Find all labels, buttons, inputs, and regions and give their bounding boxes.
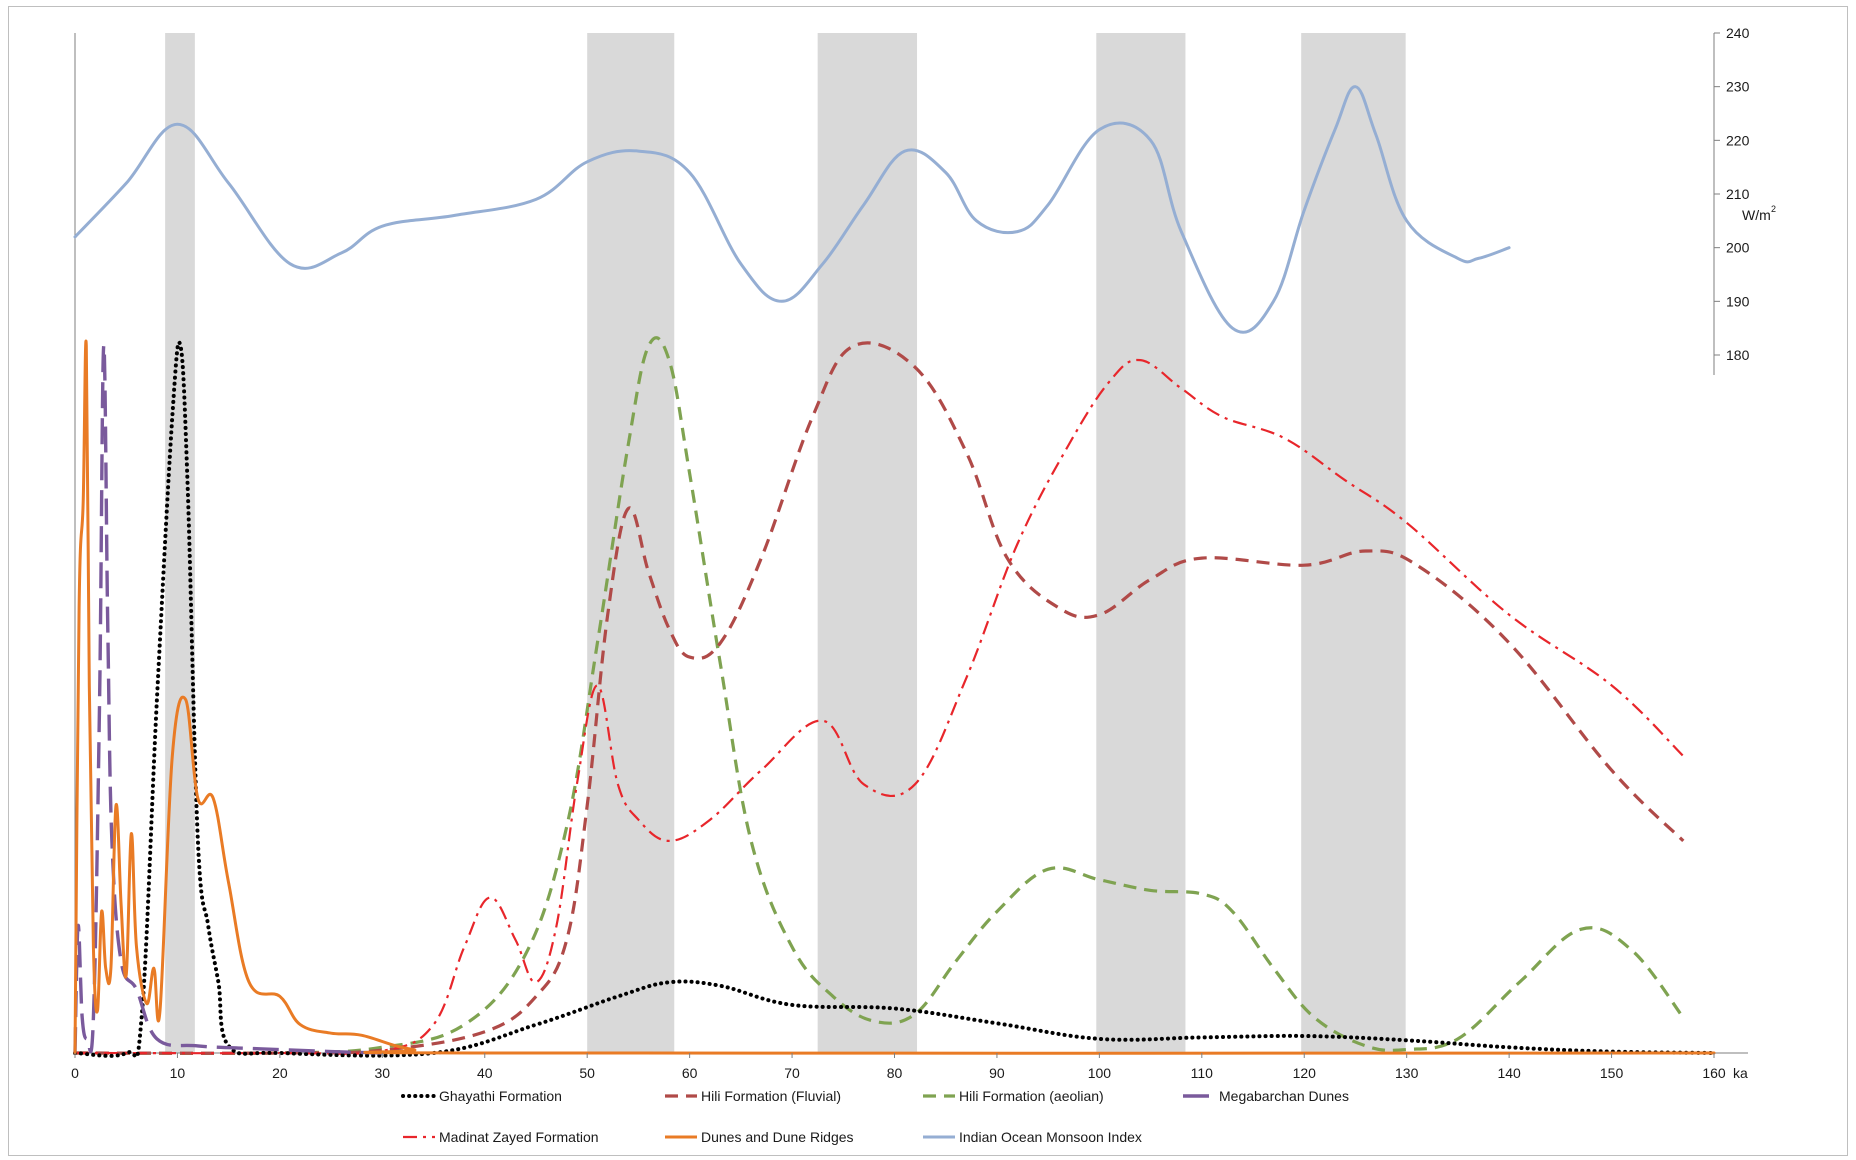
y-right-tick-label: 200 xyxy=(1726,240,1750,256)
series-line-hili-formation-fluvial xyxy=(74,341,1685,1055)
shaded-interval-2 xyxy=(817,33,918,1053)
x-tick-label: 120 xyxy=(1293,1065,1317,1081)
series-line-dunes-and-dune-ridges xyxy=(73,339,1716,1055)
x-tick-label: 30 xyxy=(375,1065,391,1081)
x-tick-label: 80 xyxy=(887,1065,903,1081)
x-tick-label: 110 xyxy=(1191,1065,1214,1081)
legend-label: Indian Ocean Monsoon Index xyxy=(959,1129,1142,1145)
x-tick-label: 60 xyxy=(682,1065,698,1081)
x-tick-label: 90 xyxy=(989,1065,1005,1081)
y-right-axis-label: W/m xyxy=(1742,207,1771,223)
x-tick-label: 10 xyxy=(170,1065,186,1081)
x-tick-label: 0 xyxy=(71,1065,79,1081)
legend-label: Hili Formation (aeolian) xyxy=(959,1088,1104,1104)
y-right-tick-label: 230 xyxy=(1726,79,1750,95)
series-line-madinat-zayed-formation xyxy=(74,358,1685,1055)
legend-label: Dunes and Dune Ridges xyxy=(701,1129,854,1145)
x-tick-label: 20 xyxy=(272,1065,288,1081)
legend: Ghayathi Formation Hili Formation (Fluvia… xyxy=(401,1088,1349,1145)
x-tick-label: 160 xyxy=(1702,1065,1726,1081)
y-right-tick-label: 180 xyxy=(1726,347,1750,363)
x-axis-label: ka xyxy=(1733,1065,1748,1081)
series-line-megabarchan-dunes xyxy=(73,344,383,1055)
x-tick-label: 140 xyxy=(1497,1065,1521,1081)
x-tick-label: 100 xyxy=(1088,1065,1112,1081)
shaded-interval-3 xyxy=(1096,33,1186,1053)
x-tick-label: 150 xyxy=(1600,1065,1624,1081)
series-lines xyxy=(73,85,1716,1059)
legend-label: Hili Formation (Fluvial) xyxy=(701,1088,841,1104)
shaded-interval-4 xyxy=(1301,33,1406,1053)
series-line-hili-formation-aeolian xyxy=(74,336,1685,1056)
y-right-tick-label: 240 xyxy=(1726,25,1750,41)
x-tick-label: 70 xyxy=(784,1065,800,1081)
x-tick-label: 50 xyxy=(579,1065,595,1081)
x-tick-label: 130 xyxy=(1395,1065,1419,1081)
y-right-tick-label: 220 xyxy=(1726,132,1750,148)
chart-frame xyxy=(8,6,1848,1156)
y-right-tick-label: 210 xyxy=(1726,186,1750,202)
shaded-intervals xyxy=(165,33,1406,1053)
x-tick-label: 40 xyxy=(477,1065,493,1081)
tick-labels: 0 10 20 30 40 50 60 70 80 90 100 110 120 130 140 150 160… xyxy=(71,25,1776,1081)
y-right-tick-label: 190 xyxy=(1726,293,1750,309)
y-right-axis-label-superscript: 2 xyxy=(1771,204,1776,214)
shaded-interval-1 xyxy=(587,33,675,1053)
legend-label: Madinat Zayed Formation xyxy=(439,1129,599,1145)
legend-label: Megabarchan Dunes xyxy=(1219,1088,1349,1104)
series-line-indian-ocean-monsoon-index xyxy=(73,85,1511,334)
legend-label: Ghayathi Formation xyxy=(439,1088,562,1104)
